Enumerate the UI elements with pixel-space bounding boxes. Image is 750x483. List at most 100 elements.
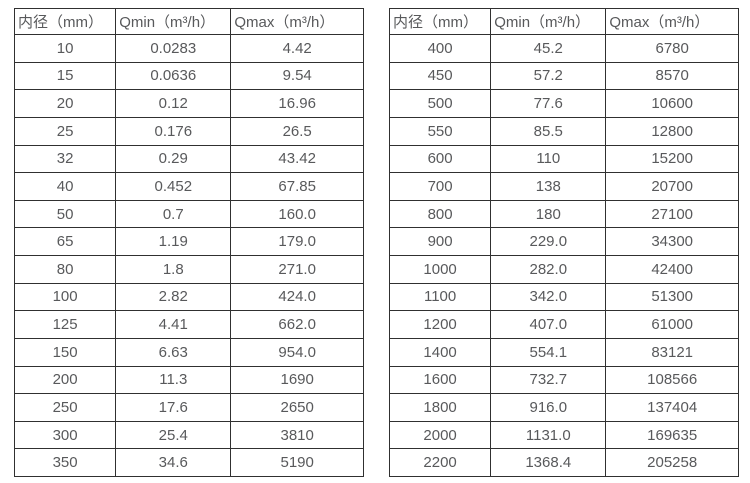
table-cell: 80 bbox=[13, 255, 117, 284]
table-cell: 9.54 bbox=[230, 61, 364, 91]
table-row: 550 85.5 12800 bbox=[388, 116, 739, 146]
table-cell: 1690 bbox=[230, 365, 364, 395]
table-cell: 5190 bbox=[230, 448, 364, 477]
table-cell: 50 bbox=[13, 199, 117, 229]
table-cell: 6780 bbox=[605, 34, 739, 63]
table-cell: 25.4 bbox=[115, 420, 232, 450]
table-cell: 954.0 bbox=[230, 337, 364, 367]
table-cell: 42400 bbox=[605, 255, 739, 284]
table-cell: 10600 bbox=[605, 89, 739, 118]
column-header-qmin: Qmin（m³/h） bbox=[115, 8, 232, 35]
table-row: 800 180 27100 bbox=[388, 199, 739, 229]
table-cell: 554.1 bbox=[490, 337, 607, 367]
flow-spec-table-small-diameters: 内径（mm） Qmin（m³/h） Qmax（m³/h） 10 0.0283 4.4… bbox=[13, 8, 364, 477]
table-row: 80 1.8 271.0 bbox=[13, 255, 364, 284]
table-row: 1100 342.0 51300 bbox=[388, 282, 739, 312]
table-cell: 25 bbox=[13, 116, 117, 146]
table-cell: 2.82 bbox=[115, 282, 232, 312]
table-cell: 1800 bbox=[388, 393, 492, 422]
table-cell: 77.6 bbox=[490, 89, 607, 118]
table-cell: 0.452 bbox=[115, 172, 232, 201]
table-cell: 916.0 bbox=[490, 393, 607, 422]
table-row: 50 0.7 160.0 bbox=[13, 199, 364, 229]
table-cell: 150 bbox=[13, 337, 117, 367]
table-cell: 3810 bbox=[230, 420, 364, 450]
table-cell: 407.0 bbox=[490, 310, 607, 339]
table-cell: 137404 bbox=[605, 393, 739, 422]
table-row: 25 0.176 26.5 bbox=[13, 116, 364, 146]
table-cell: 250 bbox=[13, 393, 117, 422]
table-row: 10 0.0283 4.42 bbox=[13, 34, 364, 63]
table-row: 20 0.12 16.96 bbox=[13, 89, 364, 118]
table-cell: 180 bbox=[490, 199, 607, 229]
table-cell: 2650 bbox=[230, 393, 364, 422]
table-row: 500 77.6 10600 bbox=[388, 89, 739, 118]
table-cell: 205258 bbox=[605, 448, 739, 477]
table-cell: 1100 bbox=[388, 282, 492, 312]
table-row: 40 0.452 67.85 bbox=[13, 172, 364, 201]
table-cell: 11.3 bbox=[115, 365, 232, 395]
column-header-qmax: Qmax（m³/h） bbox=[605, 8, 739, 35]
table-cell: 700 bbox=[388, 172, 492, 201]
table-cell: 0.29 bbox=[115, 144, 232, 174]
table-cell: 550 bbox=[388, 116, 492, 146]
table-cell: 350 bbox=[13, 448, 117, 477]
column-header-diameter: 内径（mm） bbox=[13, 8, 117, 35]
table-cell: 800 bbox=[388, 199, 492, 229]
table-row: 2000 1131.0 169635 bbox=[388, 420, 739, 450]
flow-spec-table-large-diameters: 内径（mm） Qmin（m³/h） Qmax（m³/h） 400 45.2 6780… bbox=[388, 8, 739, 477]
table-cell: 1131.0 bbox=[490, 420, 607, 450]
table-cell: 200 bbox=[13, 365, 117, 395]
table-row: 1000 282.0 42400 bbox=[388, 255, 739, 284]
table-cell: 85.5 bbox=[490, 116, 607, 146]
table-cell: 45.2 bbox=[490, 34, 607, 63]
table-cell: 17.6 bbox=[115, 393, 232, 422]
table-cell: 67.85 bbox=[230, 172, 364, 201]
table-row: 65 1.19 179.0 bbox=[13, 227, 364, 256]
table-row: 1400 554.1 83121 bbox=[388, 337, 739, 367]
table-cell: 100 bbox=[13, 282, 117, 312]
table-cell: 300 bbox=[13, 420, 117, 450]
table-body: 400 45.2 6780 450 57.2 8570 500 77.6 10600 550 85.… bbox=[388, 34, 739, 477]
table-row: 250 17.6 2650 bbox=[13, 393, 364, 422]
table-cell: 600 bbox=[388, 144, 492, 174]
table-cell: 51300 bbox=[605, 282, 739, 312]
table-row: 1600 732.7 108566 bbox=[388, 365, 739, 395]
table-cell: 125 bbox=[13, 310, 117, 339]
table-cell: 4.41 bbox=[115, 310, 232, 339]
table-cell: 424.0 bbox=[230, 282, 364, 312]
table-cell: 34.6 bbox=[115, 448, 232, 477]
table-cell: 271.0 bbox=[230, 255, 364, 284]
table-cell: 26.5 bbox=[230, 116, 364, 146]
table-cell: 0.0636 bbox=[115, 61, 232, 91]
table-cell: 0.7 bbox=[115, 199, 232, 229]
table-cell: 0.12 bbox=[115, 89, 232, 118]
table-cell: 1368.4 bbox=[490, 448, 607, 477]
table-cell: 10 bbox=[13, 34, 117, 63]
table-cell: 160.0 bbox=[230, 199, 364, 229]
table-cell: 732.7 bbox=[490, 365, 607, 395]
table-cell: 110 bbox=[490, 144, 607, 174]
table-cell: 1400 bbox=[388, 337, 492, 367]
table-cell: 43.42 bbox=[230, 144, 364, 174]
table-row: 900 229.0 34300 bbox=[388, 227, 739, 256]
table-cell: 1000 bbox=[388, 255, 492, 284]
table-row: 350 34.6 5190 bbox=[13, 448, 364, 477]
table-cell: 342.0 bbox=[490, 282, 607, 312]
table-cell: 27100 bbox=[605, 199, 739, 229]
table-cell: 662.0 bbox=[230, 310, 364, 339]
table-cell: 40 bbox=[13, 172, 117, 201]
table-row: 1800 916.0 137404 bbox=[388, 393, 739, 422]
table-cell: 1.19 bbox=[115, 227, 232, 256]
table-row: 150 6.63 954.0 bbox=[13, 337, 364, 367]
table-cell: 1600 bbox=[388, 365, 492, 395]
table-row: 200 11.3 1690 bbox=[13, 365, 364, 395]
table-cell: 15 bbox=[13, 61, 117, 91]
table-row: 400 45.2 6780 bbox=[388, 34, 739, 63]
table-cell: 2000 bbox=[388, 420, 492, 450]
header-row: 内径（mm） Qmin（m³/h） Qmax（m³/h） bbox=[13, 8, 364, 35]
table-cell: 229.0 bbox=[490, 227, 607, 256]
table-cell: 34300 bbox=[605, 227, 739, 256]
table-cell: 57.2 bbox=[490, 61, 607, 91]
